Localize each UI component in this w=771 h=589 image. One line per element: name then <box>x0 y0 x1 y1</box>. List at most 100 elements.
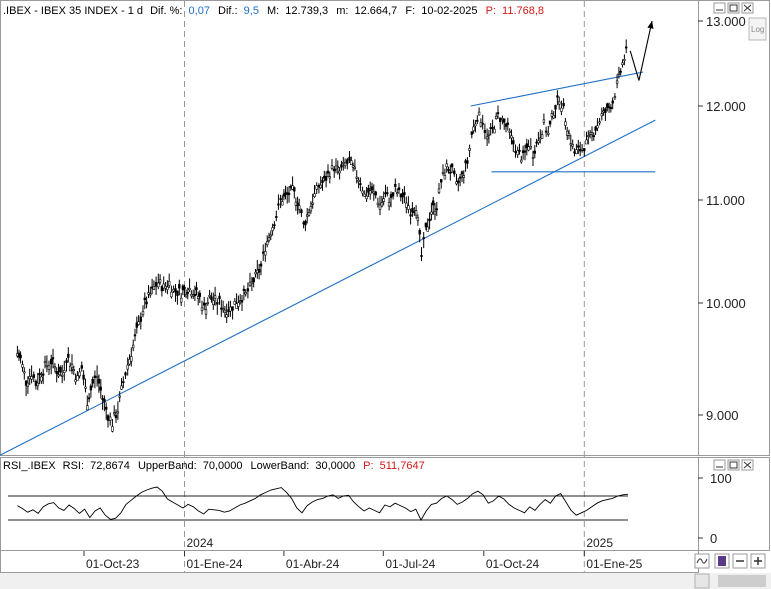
rsi-panel-controls <box>713 459 754 471</box>
candle-body <box>293 187 296 192</box>
year-marker-label: 2024 <box>187 536 214 550</box>
x-tick-label: 01-Oct-24 <box>486 557 540 571</box>
candle-body <box>583 148 586 152</box>
candle-body <box>97 378 101 384</box>
candle-body <box>204 309 208 315</box>
candle-body <box>103 398 106 403</box>
rsi-panel-frame <box>0 457 699 551</box>
candle-body <box>380 202 384 207</box>
candle-body <box>240 300 244 303</box>
candle-body <box>487 133 491 136</box>
candle-body <box>157 282 160 288</box>
candle-body <box>116 411 120 414</box>
candle-body <box>195 287 198 291</box>
candle-body <box>242 288 246 292</box>
candle-body <box>49 358 53 365</box>
candle-body <box>208 294 211 297</box>
candle-body <box>407 205 410 210</box>
scrollbar-thumb[interactable] <box>718 575 766 587</box>
candle-body <box>113 412 116 415</box>
candle-body <box>577 145 580 148</box>
rsi-line <box>17 486 629 521</box>
candle-body <box>493 128 496 134</box>
candle-body <box>389 194 393 198</box>
candle-body <box>397 187 401 191</box>
scroll-left-button[interactable] <box>694 573 710 589</box>
candle-body <box>435 208 438 211</box>
candle-body <box>168 281 171 286</box>
candle-body <box>439 179 443 183</box>
rsi-minimize-button[interactable] <box>713 459 726 471</box>
candle-body <box>376 202 380 206</box>
close-icon <box>743 461 752 469</box>
candle-body <box>82 374 85 380</box>
candle-body <box>483 130 487 133</box>
candle-body <box>477 111 481 116</box>
candle-body <box>130 356 133 362</box>
candle-body <box>218 295 221 300</box>
candle-body <box>343 162 347 167</box>
candle-body <box>547 132 550 135</box>
log-scale-button[interactable] <box>748 17 767 41</box>
candle-body <box>609 107 613 110</box>
candle-body <box>564 121 567 126</box>
candle-body <box>264 251 267 256</box>
candle-body <box>428 218 431 222</box>
candle-body <box>109 416 112 421</box>
close-icon <box>743 4 752 12</box>
candle-body <box>287 192 291 196</box>
candle-body <box>67 353 70 358</box>
candle-body <box>537 140 540 144</box>
candle-body <box>447 169 450 172</box>
candle-body <box>531 157 535 160</box>
rsi-maximize-button[interactable] <box>727 459 740 471</box>
candle-body <box>330 165 334 169</box>
candle-body <box>313 193 316 197</box>
price-minimize-button[interactable] <box>713 2 726 14</box>
candle-body <box>84 386 87 389</box>
x-tick-label: 01-Ene-24 <box>187 557 243 571</box>
candle-body <box>160 286 164 292</box>
candle-body <box>433 211 437 215</box>
scrollbar-track[interactable] <box>0 573 771 589</box>
candle-body <box>93 375 97 378</box>
candle-body <box>481 122 484 125</box>
candle-body <box>246 288 250 292</box>
price-maximize-button[interactable] <box>727 2 740 14</box>
candle-body <box>252 277 255 283</box>
rsi-lower-label: LowerBand: <box>251 460 310 472</box>
candle-body <box>590 132 594 135</box>
price-axis-frame <box>698 0 770 456</box>
header-dif-label: Dif.: <box>218 5 238 17</box>
candle-body <box>78 371 81 377</box>
candle-body <box>458 176 462 179</box>
candle-body <box>430 211 433 215</box>
candle-body <box>80 365 84 369</box>
candle-body <box>441 172 445 174</box>
candle-body <box>221 308 225 311</box>
candle-body <box>596 125 599 129</box>
candle-body <box>502 118 506 123</box>
rsi-y-tick-label: 0 <box>710 531 717 546</box>
candle-body <box>328 176 331 179</box>
candle-body <box>135 322 138 328</box>
header-symbol: .IBEX - IBEX 35 INDEX - 1 d <box>3 5 143 17</box>
candle-body <box>69 365 72 372</box>
candle-body <box>149 293 152 296</box>
candle-body <box>592 135 596 138</box>
candle-body <box>47 365 51 370</box>
candle-body <box>514 151 517 153</box>
candle-body <box>474 123 477 127</box>
candle-body <box>470 131 473 135</box>
x-tick-label: 01-Ene-25 <box>586 557 642 571</box>
candle-body <box>45 365 49 367</box>
candle-body <box>386 192 389 195</box>
candle-body <box>624 46 628 49</box>
candle-body <box>370 186 374 191</box>
rsi-upper-label: UpperBand: <box>138 460 197 472</box>
candle-body <box>304 220 307 226</box>
candle-body <box>394 184 397 188</box>
candle-body <box>233 300 236 305</box>
candle-body <box>462 175 465 178</box>
wedge-upper-line <box>470 71 644 107</box>
